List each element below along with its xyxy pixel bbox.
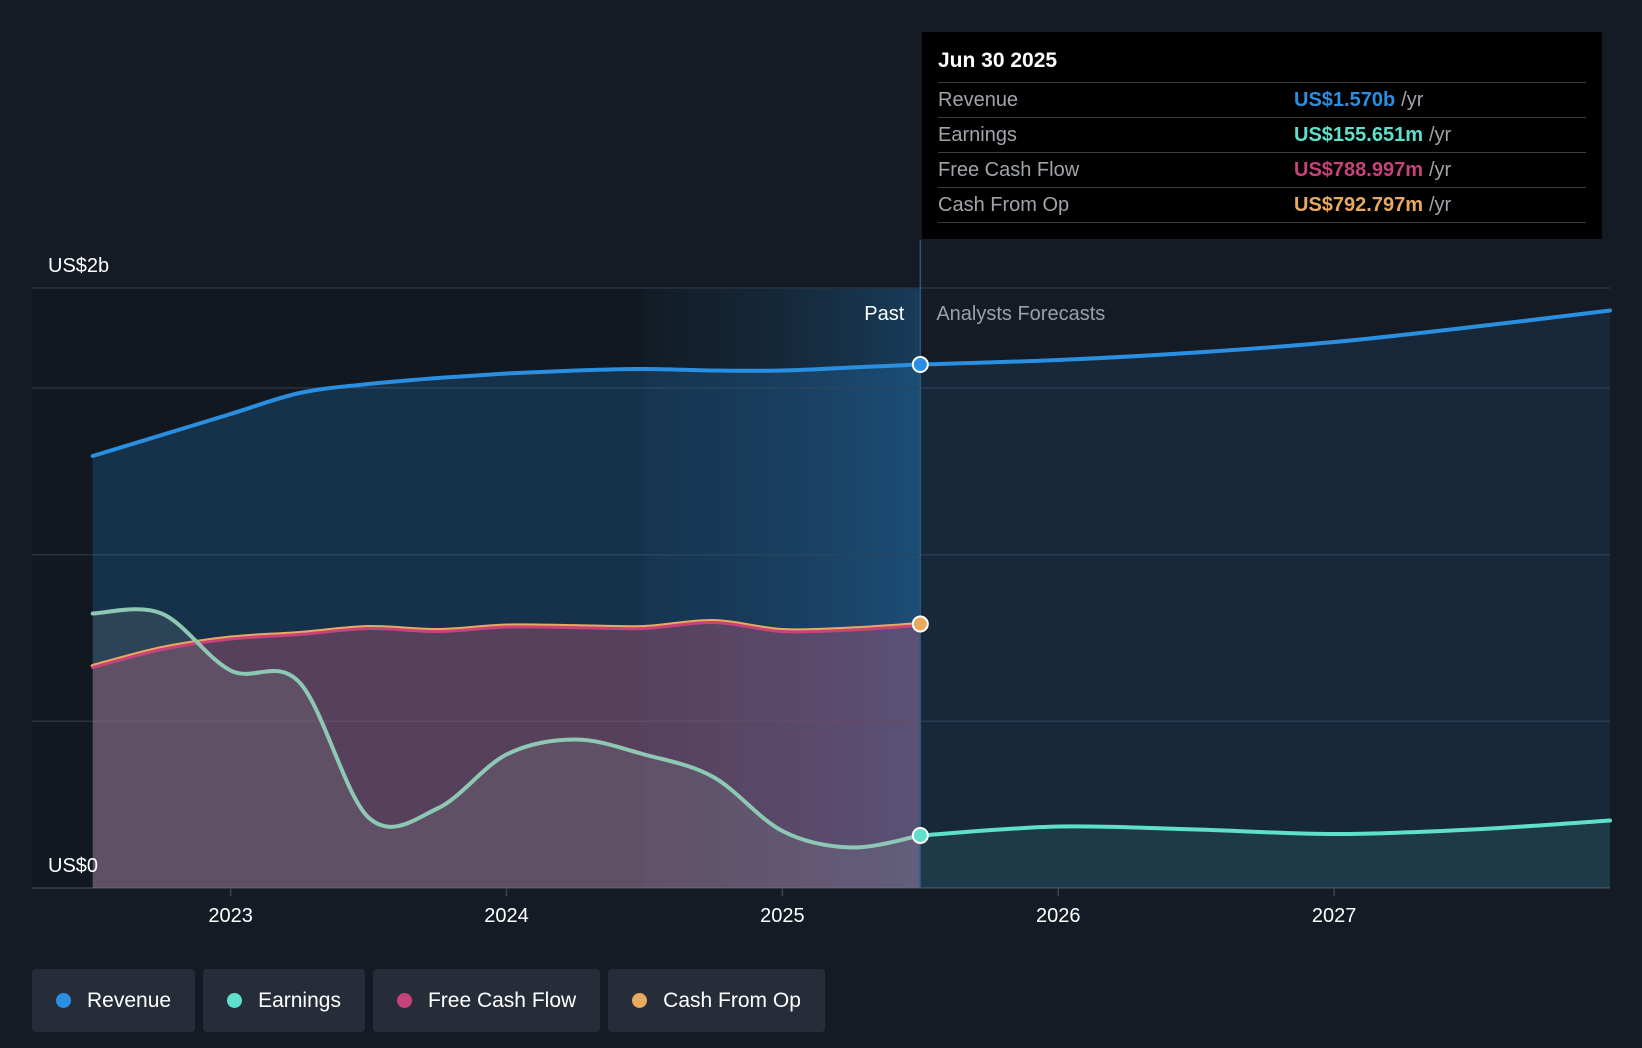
gridlines xyxy=(32,287,1610,889)
tooltip-row-revenue: Revenue US$1.570b /yr xyxy=(938,82,1586,117)
tooltip-value: US$155.651m xyxy=(1294,123,1423,146)
legend-label: Cash From Op xyxy=(663,988,801,1012)
legend-item-cash-from-op[interactable]: Cash From Op xyxy=(608,969,825,1032)
tooltip-value: US$788.997m xyxy=(1294,158,1423,181)
revenue-marker xyxy=(911,356,929,373)
x-axis-ticks: 2023 2024 2025 2026 2027 xyxy=(208,888,1356,927)
legend-dot-icon xyxy=(632,993,648,1008)
free-cash-flow-line xyxy=(91,620,922,669)
tooltip-row-cash-from-op: Cash From Op US$792.797m /yr xyxy=(938,187,1586,223)
earnings-forecast-area xyxy=(920,820,1610,888)
tooltip-date: Jun 30 2025 xyxy=(938,49,1058,72)
earnings-line xyxy=(90,607,923,850)
tooltip-value: US$1.570b xyxy=(1294,88,1396,111)
tooltip-unit: /yr xyxy=(1401,88,1424,111)
tooltip-value: US$792.797m xyxy=(1294,193,1423,216)
legend-dot-icon xyxy=(396,993,412,1008)
legend-item-free-cash-flow[interactable]: Free Cash Flow xyxy=(372,969,601,1032)
cash-from-op-marker xyxy=(911,615,929,633)
revenue-forecast-area xyxy=(920,310,1610,888)
tooltip-unit: /yr xyxy=(1428,158,1452,181)
legend-label: Revenue xyxy=(87,988,172,1012)
earnings-forecast-line xyxy=(918,818,1612,838)
revenue-forecast-line xyxy=(918,308,1612,367)
legend-label: Free Cash Flow xyxy=(427,988,577,1012)
forecast-label: Analysts Forecasts xyxy=(936,303,1105,325)
series-lines xyxy=(90,308,1612,850)
legend: Revenue Earnings Free Cash Flow Cash Fro… xyxy=(32,969,825,1032)
tooltip-unit: /yr xyxy=(1428,123,1452,146)
legend-item-revenue[interactable]: Revenue xyxy=(32,969,196,1032)
revenue-line xyxy=(90,362,923,458)
legend-dot-icon xyxy=(56,993,71,1008)
legend-label: Earnings xyxy=(258,988,341,1012)
x-tick-label: 2023 xyxy=(208,905,253,927)
tooltip-markers xyxy=(911,356,929,844)
tooltip-name: Cash From Op xyxy=(938,193,1070,216)
series-areas xyxy=(92,310,1610,888)
tooltip-name: Revenue xyxy=(938,88,1019,111)
x-tick-label: 2024 xyxy=(484,905,529,927)
x-tick-label: 2027 xyxy=(1312,905,1357,927)
past-label: Past xyxy=(864,303,904,325)
y-axis-bottom-label: US$0 xyxy=(48,855,98,877)
tooltip: Jun 30 2025 Revenue US$1.570b /yr Earnin… xyxy=(922,32,1602,239)
tooltip-name: Free Cash Flow xyxy=(938,158,1080,181)
tooltip-name: Earnings xyxy=(938,123,1017,146)
legend-item-earnings[interactable]: Earnings xyxy=(203,969,365,1032)
earnings-marker xyxy=(911,827,929,844)
y-axis-top-label: US$2b xyxy=(48,255,109,277)
earnings-area xyxy=(92,609,921,888)
tooltip-row-earnings: Earnings US$155.651m /yr xyxy=(938,117,1586,152)
x-tick-label: 2026 xyxy=(1036,905,1081,927)
x-tick-label: 2025 xyxy=(760,905,805,927)
tooltip-unit: /yr xyxy=(1428,193,1452,216)
tooltip-row-free-cash-flow: Free Cash Flow US$788.997m /yr xyxy=(938,152,1586,187)
legend-dot-icon xyxy=(227,993,243,1008)
